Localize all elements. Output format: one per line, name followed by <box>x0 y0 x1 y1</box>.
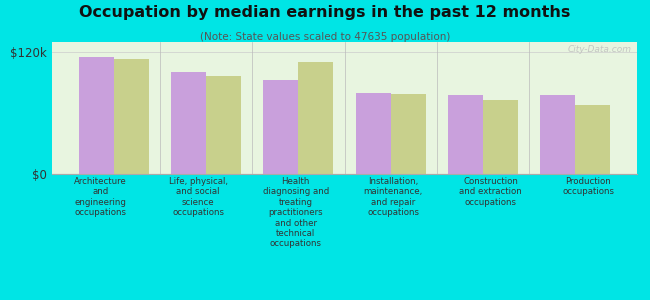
Text: Life, physical,
and social
science
occupations: Life, physical, and social science occup… <box>169 177 227 217</box>
Text: Occupation by median earnings in the past 12 months: Occupation by median earnings in the pas… <box>79 4 571 20</box>
Bar <box>540 95 575 174</box>
Bar <box>356 93 391 174</box>
Bar <box>114 59 149 174</box>
Bar <box>171 73 206 174</box>
Text: Health
diagnosing and
treating
practitioners
and other
technical
occupations: Health diagnosing and treating practitio… <box>263 177 329 248</box>
Bar <box>391 94 426 174</box>
Text: Installation,
maintenance,
and repair
occupations: Installation, maintenance, and repair oc… <box>363 177 423 217</box>
Bar <box>298 62 333 174</box>
Text: Production
occupations: Production occupations <box>562 177 614 197</box>
Bar <box>263 80 298 174</box>
Text: (Note: State values scaled to 47635 population): (Note: State values scaled to 47635 popu… <box>200 32 450 41</box>
Bar <box>448 95 483 174</box>
Text: City-Data.com: City-Data.com <box>567 45 631 54</box>
Bar <box>483 100 518 174</box>
Text: Architecture
and
engineering
occupations: Architecture and engineering occupations <box>74 177 127 217</box>
Bar <box>575 105 610 174</box>
Text: Construction
and extraction
occupations: Construction and extraction occupations <box>460 177 522 207</box>
Bar <box>206 76 241 174</box>
Bar <box>79 57 114 174</box>
